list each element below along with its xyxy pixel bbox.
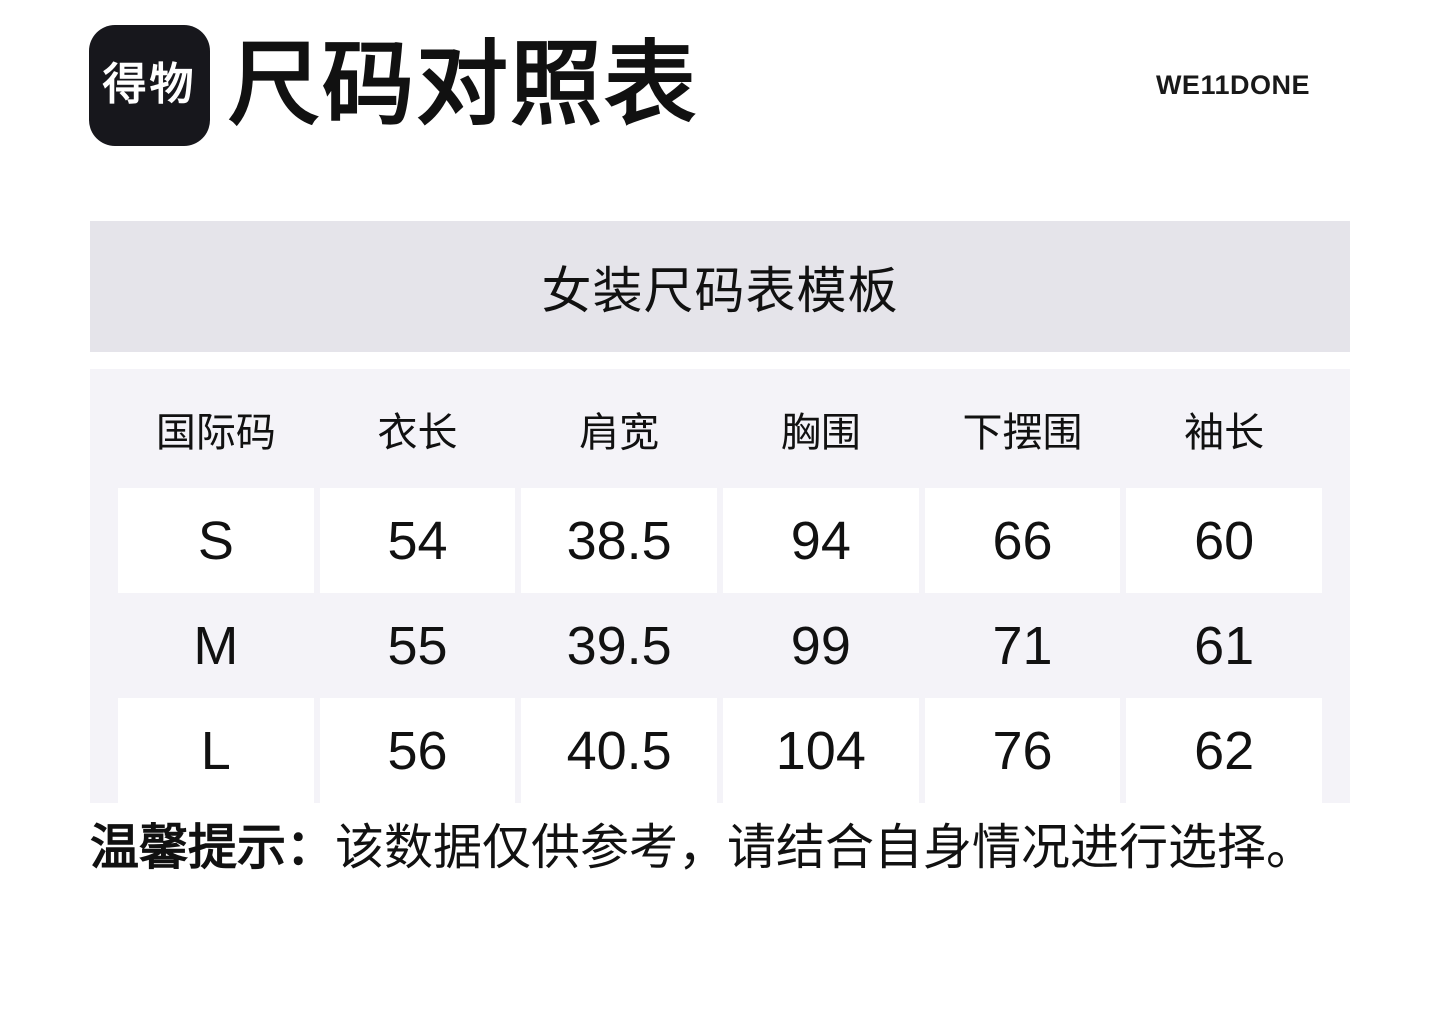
column-header: 肩宽 (579, 410, 660, 455)
table-cell: 61 (1194, 615, 1255, 676)
table-cell: 71 (992, 615, 1053, 676)
size-table: 国际码 衣长 肩宽 胸围 下摆围 袖长 S 54 38.5 94 66 60 M… (90, 369, 1350, 803)
table-cell: 40.5 (521, 698, 717, 803)
size-table-header-row: 国际码 衣长 肩宽 胸围 下摆围 袖长 (118, 369, 1322, 488)
table-cell: M (193, 615, 239, 676)
table-cell: 104 (723, 698, 919, 803)
table-cell: 62 (1126, 698, 1322, 803)
table-cell: 60 (1126, 488, 1322, 593)
column-header: 下摆围 (962, 410, 1083, 455)
table-cell: L (118, 698, 314, 803)
table-banner-title: 女装尺码表模板 (541, 262, 899, 319)
column-header: 衣长 (377, 410, 458, 455)
page-title: 尺码对照表 (228, 34, 699, 136)
table-cell: 54 (319, 488, 516, 593)
column-header: 国际码 (155, 410, 276, 455)
table-row: M 55 39.5 99 71 61 (118, 593, 1322, 698)
table-row: S 54 38.5 94 66 60 (118, 488, 1322, 593)
column-header: 胸围 (780, 410, 861, 455)
notice-text: 温馨提示：该数据仅供参考，请结合自身情况进行选择。 (90, 818, 1410, 879)
table-cell: 94 (723, 488, 919, 593)
table-cell: 39.5 (566, 615, 672, 676)
notice-body: 该数据仅供参考，请结合自身情况进行选择。 (335, 821, 1316, 875)
table-row: L 56 40.5 104 76 62 (118, 698, 1322, 803)
brand-name: WE11DONE (1155, 69, 1310, 100)
table-cell: 76 (924, 698, 1121, 803)
table-cell: S (118, 488, 314, 593)
table-cell: 55 (387, 615, 448, 676)
dewu-logo-text: 得物 (102, 60, 197, 109)
dewu-logo: 得物 (89, 24, 210, 146)
column-header: 袖长 (1184, 410, 1265, 455)
table-cell: 38.5 (521, 488, 717, 593)
table-cell: 99 (790, 615, 851, 676)
table-cell: 56 (319, 698, 516, 803)
table-cell: 66 (924, 488, 1121, 593)
page-header: 得物 尺码对照表 WE11DONE (89, 24, 1310, 146)
notice-label: 温馨提示： (90, 821, 336, 875)
table-banner: 女装尺码表模板 (90, 221, 1350, 352)
